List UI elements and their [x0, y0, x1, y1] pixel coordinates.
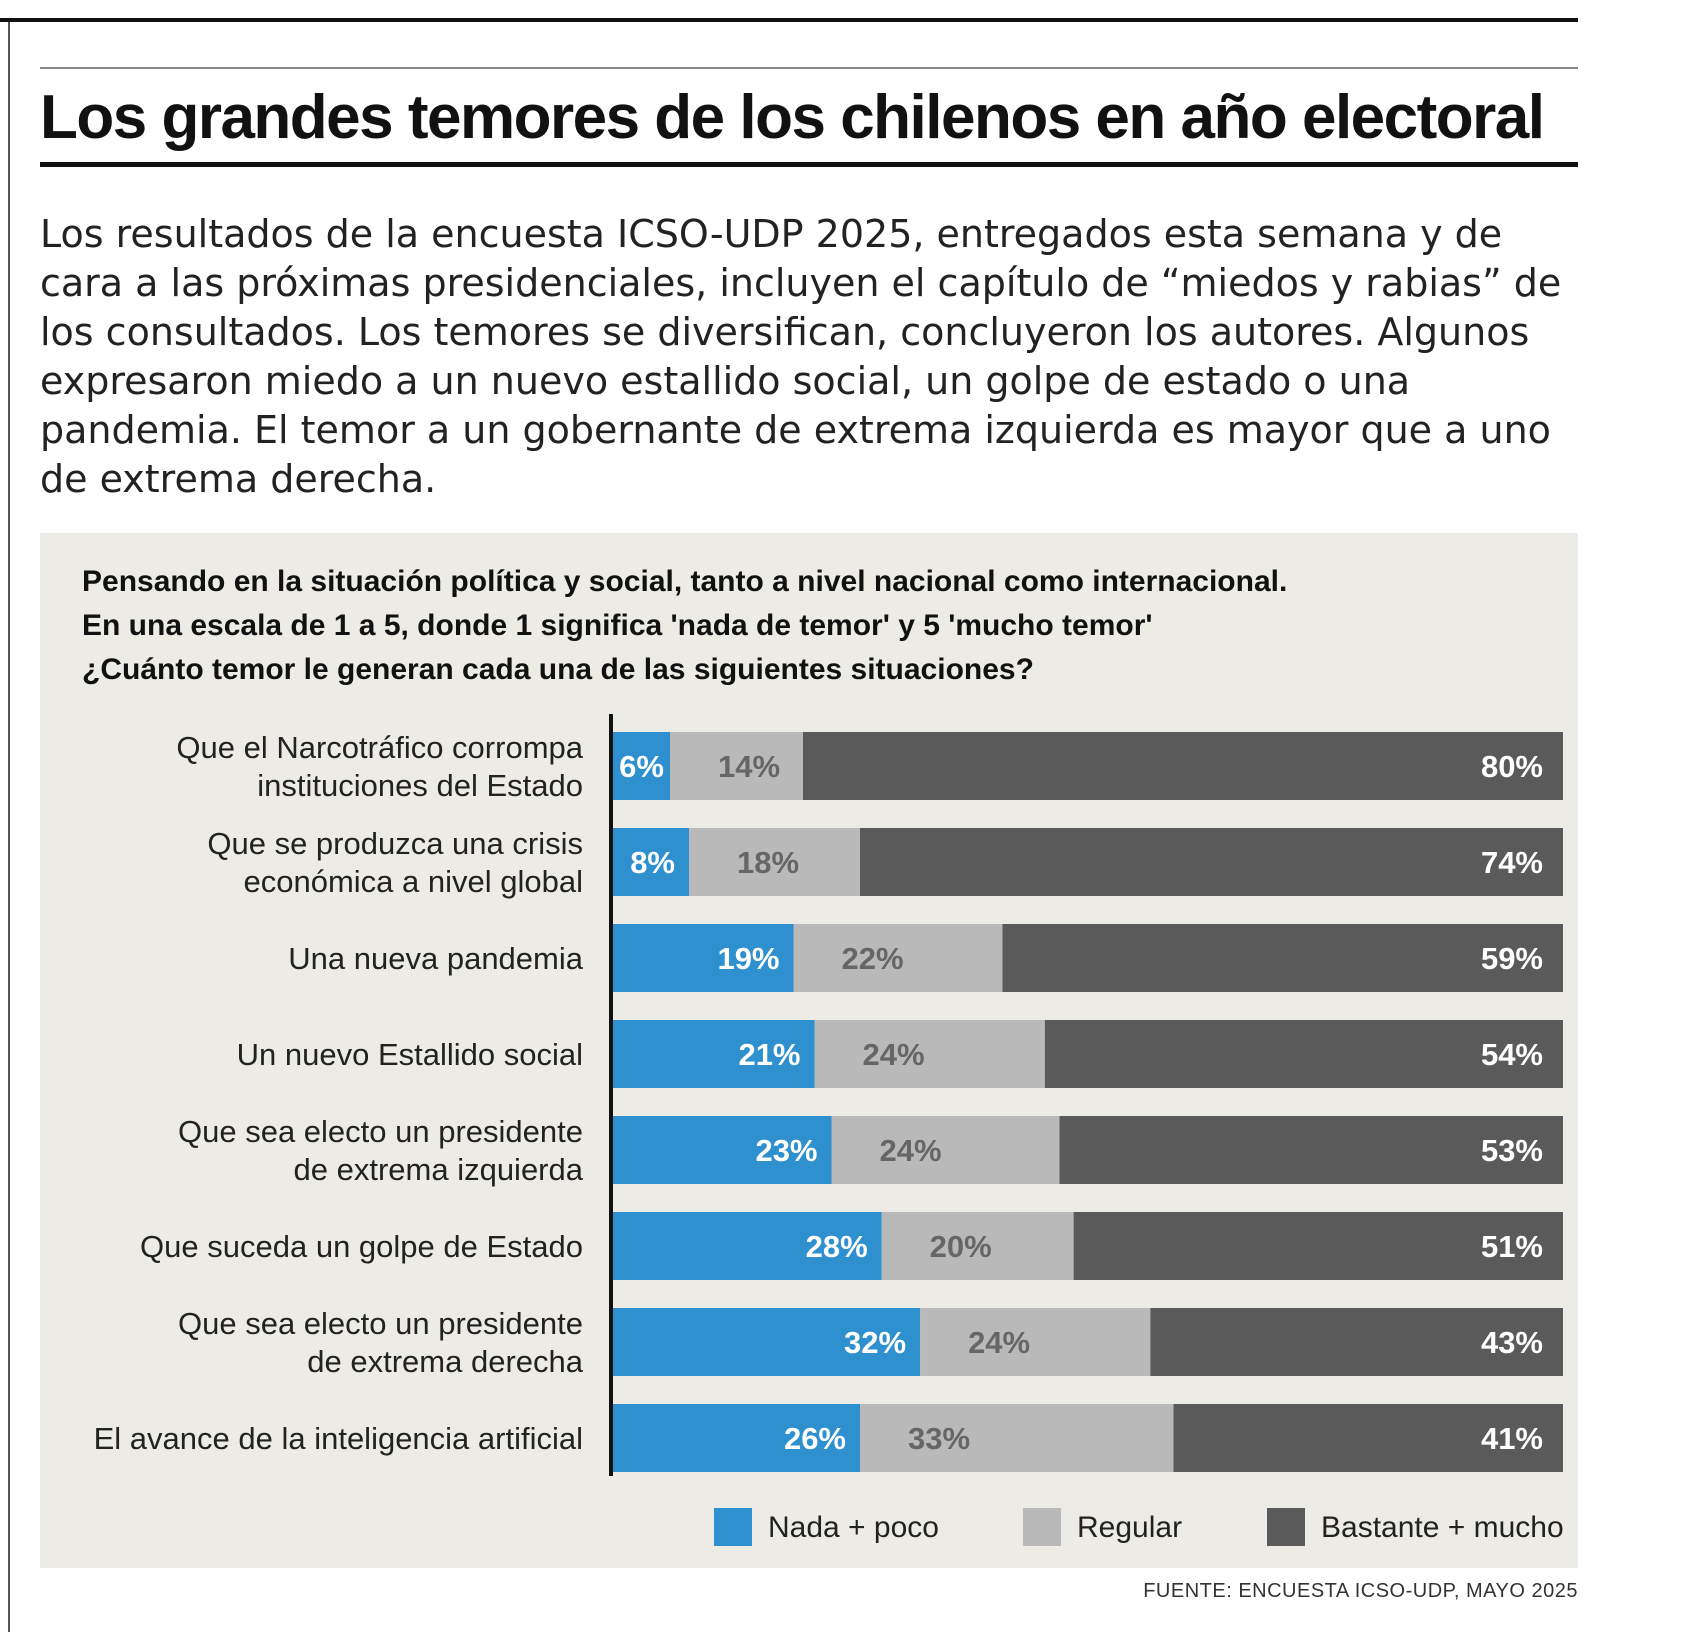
- data-label: 74%: [1481, 845, 1543, 880]
- legend-label: Bastante + mucho: [1321, 1511, 1564, 1544]
- data-label: 19%: [717, 941, 779, 976]
- bar-segment: [1002, 924, 1563, 992]
- data-label: 20%: [930, 1229, 992, 1264]
- legend-swatch: [1267, 1508, 1305, 1546]
- data-label: 33%: [908, 1421, 970, 1456]
- category-label: El avance de la inteligencia artificial: [94, 1421, 583, 1456]
- bar-segment: [1173, 1404, 1563, 1472]
- bar-segment: [1059, 1116, 1563, 1184]
- legend-swatch: [714, 1508, 752, 1546]
- data-label: 23%: [755, 1133, 817, 1168]
- data-label: 6%: [619, 749, 664, 784]
- headline-rule: [40, 162, 1578, 167]
- bar-segment: [613, 1020, 815, 1088]
- source-credit: FUENTE: ENCUESTA ICSO-UDP, MAYO 2025: [1143, 1580, 1578, 1602]
- data-label: 26%: [784, 1421, 846, 1456]
- data-label: 41%: [1481, 1421, 1543, 1456]
- bar-segment: [793, 924, 1003, 992]
- legend-label: Nada + poco: [768, 1511, 939, 1544]
- bar-segment: [860, 828, 1563, 896]
- category-label: Que sea electo un presidente: [178, 1114, 583, 1149]
- bar-segment: [613, 1404, 860, 1472]
- bar-segment: [689, 828, 860, 896]
- data-label: 14%: [718, 749, 780, 784]
- question-line-2: En una escala de 1 a 5, donde 1 signific…: [82, 609, 1153, 642]
- bar-segment: [860, 1404, 1174, 1472]
- bar-segment: [920, 1308, 1151, 1376]
- axis-line: [609, 714, 613, 1476]
- question-line-3: ¿Cuánto temor le generan cada una de las…: [82, 653, 1034, 686]
- left-rule: [8, 22, 10, 1632]
- data-label: 28%: [806, 1229, 868, 1264]
- data-label: 59%: [1481, 941, 1543, 976]
- stacked-bar-chart: 6% 14% 80% Que el Narcotráfico corrompainst…: [94, 714, 1564, 1546]
- category-label: Que se produzca una crisis: [207, 826, 583, 861]
- data-label: 24%: [968, 1325, 1030, 1360]
- bar-segment: [613, 828, 689, 896]
- data-label: 18%: [737, 845, 799, 880]
- data-label: 24%: [863, 1037, 925, 1072]
- bar-segment: [814, 1020, 1045, 1088]
- bar-segment: [613, 1116, 832, 1184]
- data-label: 22%: [842, 941, 904, 976]
- intro-paragraph: Los resultados de la encuesta ICSO-UDP 2…: [40, 212, 1562, 501]
- bar-segment: [803, 732, 1563, 800]
- bar-segment: [1073, 1212, 1563, 1280]
- category-label: instituciones del Estado: [257, 768, 583, 803]
- survey-question: Pensando en la situación política y soci…: [82, 560, 1532, 692]
- top-rule: [0, 18, 1578, 22]
- bar-segment: [613, 924, 794, 992]
- data-label: 80%: [1481, 749, 1543, 784]
- bar-segment: [1150, 1308, 1563, 1376]
- bar-segment: [670, 732, 803, 800]
- data-label: 8%: [630, 845, 675, 880]
- bar-segment: [613, 1308, 921, 1376]
- category-label: Un nuevo Estallido social: [237, 1037, 583, 1072]
- data-label: 32%: [844, 1325, 906, 1360]
- bar-segment: [1044, 1020, 1563, 1088]
- data-label: 43%: [1481, 1325, 1543, 1360]
- headline: Los grandes temores de los chilenos en a…: [40, 83, 1545, 152]
- category-label: de extrema izquierda: [294, 1152, 584, 1187]
- legend-label: Regular: [1077, 1511, 1182, 1544]
- data-label: 21%: [738, 1037, 800, 1072]
- category-label: económica a nivel global: [244, 864, 584, 899]
- category-label: Que sea electo un presidente: [178, 1306, 583, 1341]
- data-label: 54%: [1481, 1037, 1543, 1072]
- data-label: 24%: [880, 1133, 942, 1168]
- bar-segment: [831, 1116, 1060, 1184]
- header-thin-rule: [40, 67, 1578, 69]
- data-label: 53%: [1481, 1133, 1543, 1168]
- bar-segment: [613, 1212, 882, 1280]
- category-label: Que el Narcotráfico corrompa: [176, 730, 583, 765]
- bar-segment: [881, 1212, 1074, 1280]
- legend-swatch: [1023, 1508, 1061, 1546]
- bar-segment: [613, 732, 670, 800]
- category-label: Que suceda un golpe de Estado: [140, 1229, 583, 1264]
- category-label: de extrema derecha: [307, 1344, 583, 1379]
- category-label: Una nueva pandemia: [288, 941, 583, 976]
- data-label: 51%: [1481, 1229, 1543, 1264]
- question-line-1: Pensando en la situación política y soci…: [82, 565, 1288, 598]
